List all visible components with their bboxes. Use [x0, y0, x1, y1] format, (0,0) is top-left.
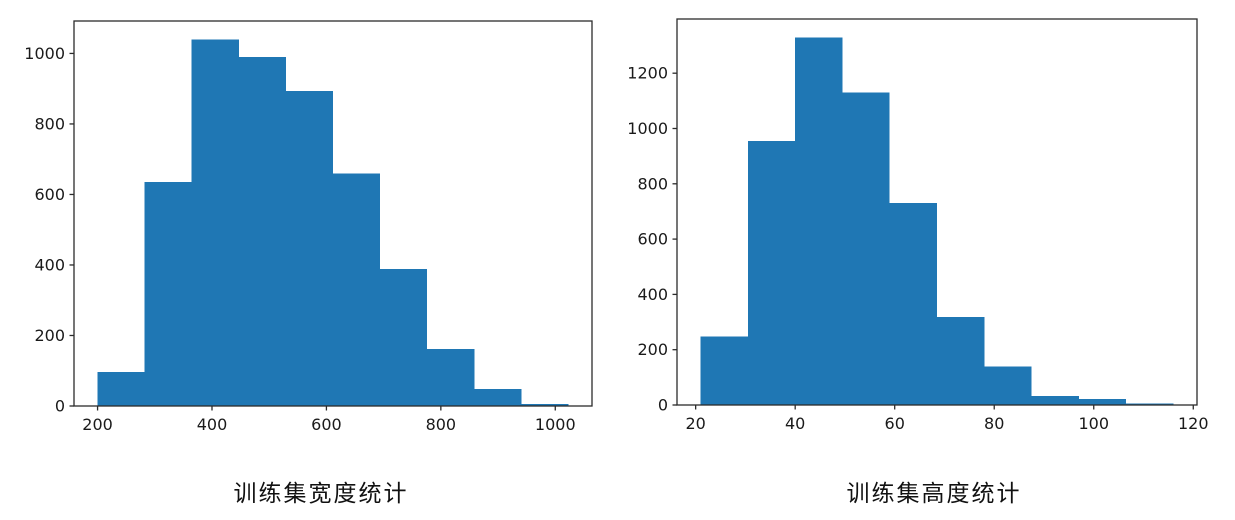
y-tick-label: 800	[34, 114, 65, 133]
x-tick-label: 800	[426, 415, 457, 434]
axes-frame	[676, 18, 1198, 406]
x-tick-label: 120	[1178, 414, 1209, 433]
histogram-bar	[700, 336, 748, 405]
histogram-bar	[521, 404, 569, 406]
x-tick-label: 40	[785, 414, 805, 433]
x-tick-label: 100	[1078, 414, 1109, 433]
x-tick-label: 200	[82, 415, 113, 434]
y-tick-label: 400	[637, 285, 668, 304]
histogram-bar	[795, 37, 843, 405]
x-tick-label: 20	[685, 414, 705, 433]
y-tick-label: 1000	[24, 44, 65, 63]
x-tick-label: 1000	[535, 415, 576, 434]
histogram-bar	[333, 173, 381, 406]
histogram-bar	[842, 92, 890, 406]
height-histogram-caption: 训练集高度统计	[846, 481, 1022, 506]
histogram-bar	[238, 56, 286, 407]
y-tick-label: 0	[658, 396, 668, 415]
histogram-bar	[747, 140, 796, 405]
y-tick-label: 200	[637, 340, 668, 359]
histogram-bar	[97, 371, 145, 406]
histogram-bars	[700, 37, 1174, 406]
histogram-bar	[191, 39, 239, 406]
histogram-bar	[474, 389, 522, 406]
histogram-bars	[97, 39, 569, 407]
histogram-bar	[937, 317, 985, 405]
histogram-bar	[1126, 403, 1174, 405]
y-tick-label: 1000	[627, 119, 668, 138]
x-tick-label: 60	[885, 414, 905, 433]
y-tick-label: 1200	[627, 64, 668, 83]
x-tick-label: 600	[311, 415, 342, 434]
x-tick-label: 400	[197, 415, 228, 434]
histogram-bar	[285, 91, 333, 406]
axes-frame	[73, 20, 593, 407]
width-histogram-chart: 200 400 600 800 1000 0 200 400 600 800 1000	[24, 20, 593, 434]
histogram-bar	[144, 182, 192, 406]
y-tick-label: 600	[34, 185, 65, 204]
width-histogram-caption: 训练集宽度统计	[233, 481, 409, 506]
histogram-bar	[1078, 398, 1127, 405]
y-tick-label: 0	[55, 397, 65, 416]
histogram-bar	[889, 203, 937, 405]
y-tick-label: 800	[637, 174, 668, 193]
y-tick-label: 200	[34, 326, 65, 345]
y-tick-label: 400	[34, 255, 65, 274]
histogram-bar	[1031, 396, 1079, 405]
histogram-bar	[427, 348, 475, 406]
histogram-bar	[380, 269, 428, 406]
height-histogram-figure: 20 40 60 80 100 120 0 200 400 600 800 1000 1200 训练集高…	[617, 0, 1235, 520]
x-tick-label: 80	[984, 414, 1004, 433]
width-histogram-figure: 200 400 600 800 1000 0 200 400 600 800 1000 训练集宽度统…	[0, 0, 617, 520]
histogram-bar	[984, 366, 1032, 405]
y-tick-label: 600	[637, 230, 668, 249]
